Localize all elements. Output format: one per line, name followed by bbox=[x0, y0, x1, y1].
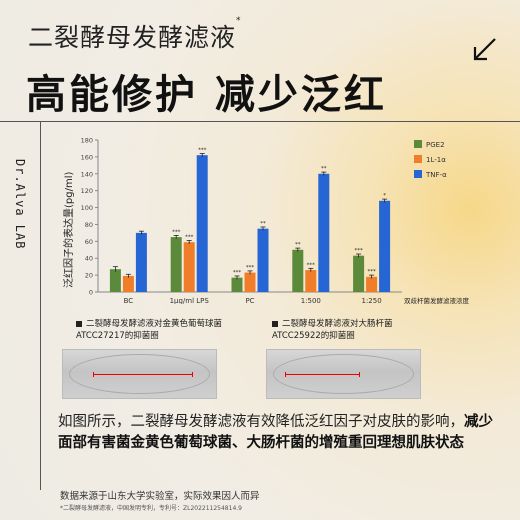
line-end-right bbox=[359, 372, 360, 377]
description-bold: 减少面部有害菌金黄色葡萄球菌、大肠杆菌的增殖重回理想肌肤状态 bbox=[58, 414, 493, 451]
line-end-left bbox=[93, 372, 94, 377]
x-tick-label: 1μg/ml LPS bbox=[170, 297, 210, 304]
description-normal: 如图所示，二裂酵母发酵滤液有效降低泛红因子对皮肤的影响， bbox=[58, 414, 464, 430]
bar bbox=[135, 232, 147, 292]
bar bbox=[366, 276, 378, 292]
footer-source: 数据来源于山东大学实验室，实际效果因人而异 bbox=[60, 491, 260, 502]
bar bbox=[183, 242, 195, 292]
significance-mark: *** bbox=[185, 234, 194, 240]
subtitle-asterisk: * bbox=[236, 16, 242, 26]
caption-left-line1: 二裂酵母发酵滤液对金黄色葡萄球菌 bbox=[76, 318, 222, 330]
significance-mark: ** bbox=[321, 166, 327, 172]
caption-left: 二裂酵母发酵滤液对金黄色葡萄球菌 ATCC27217的抑菌圈 bbox=[76, 318, 222, 342]
divider-horizontal bbox=[0, 121, 520, 122]
x-tick-label: 1:250 bbox=[362, 297, 382, 304]
y-tick-label: 140 bbox=[81, 170, 93, 178]
legend-label: PGE2 bbox=[426, 141, 445, 149]
bar bbox=[109, 269, 121, 292]
arrow-down-left-icon[interactable] bbox=[472, 36, 498, 62]
caption-left-line2: ATCC27217的抑菌圈 bbox=[76, 331, 159, 341]
line-end-right bbox=[192, 372, 193, 377]
legend-swatch bbox=[414, 155, 422, 163]
inhibition-zone-line bbox=[285, 374, 360, 375]
brand-vertical: Dr.Alva LAB bbox=[13, 159, 27, 249]
dish-rim bbox=[69, 354, 210, 394]
caption-right-line1: 二裂酵母发酵滤液对大肠杆菌 bbox=[272, 318, 393, 330]
y-tick-label: 100 bbox=[81, 204, 93, 212]
bar bbox=[122, 275, 134, 292]
x-tick-label: PC bbox=[245, 297, 254, 304]
significance-mark: * bbox=[383, 193, 386, 199]
bar bbox=[244, 272, 256, 292]
petri-dish-photo-left bbox=[62, 349, 217, 399]
bar bbox=[318, 173, 330, 292]
bar bbox=[292, 249, 304, 292]
legend-label: 1L-1α bbox=[426, 156, 446, 164]
line-end-left bbox=[285, 372, 286, 377]
dish-rim bbox=[273, 354, 414, 394]
page-title: 高能修护 减少泛红 bbox=[26, 72, 387, 118]
significance-mark: *** bbox=[367, 269, 376, 275]
x-tick-label: BC bbox=[124, 297, 134, 304]
divider-vertical bbox=[40, 121, 41, 490]
bar bbox=[231, 277, 243, 292]
bar bbox=[305, 270, 317, 292]
legend-label: TNF-α bbox=[425, 171, 447, 179]
caption-right: 二裂酵母发酵滤液对大肠杆菌 ATCC25922的抑菌圈 bbox=[272, 318, 393, 342]
y-axis-label-text: 泛红因子的表达量(pg/ml) bbox=[62, 172, 75, 288]
x-tick-label: 1:500 bbox=[301, 297, 321, 304]
significance-mark: *** bbox=[354, 248, 363, 254]
y-axis-label: 泛红因子的表达量(pg/ml) bbox=[62, 172, 75, 288]
caption-right-line1-text: 二裂酵母发酵滤液对大肠杆菌 bbox=[282, 319, 393, 329]
legend-swatch bbox=[414, 140, 422, 148]
x-axis-label: 双歧杆菌发酵滤液浓度 bbox=[404, 296, 470, 304]
bar bbox=[170, 237, 182, 292]
footer-patent: *二裂酵母发酵滤液，中国发明专利，专利号：ZL202211254814.9 bbox=[60, 505, 242, 512]
bullet-square-icon bbox=[272, 320, 278, 327]
significance-mark: ** bbox=[295, 242, 301, 248]
bar bbox=[257, 228, 269, 292]
significance-mark: *** bbox=[307, 262, 316, 268]
bar bbox=[379, 200, 391, 292]
bullet-square-icon bbox=[76, 320, 82, 327]
significance-mark: *** bbox=[233, 270, 242, 276]
y-tick-label: 160 bbox=[81, 153, 93, 161]
petri-dish-photo-right bbox=[266, 349, 421, 399]
bar bbox=[353, 255, 365, 292]
description-paragraph: 如图所示，二裂酵母发酵滤液有效降低泛红因子对皮肤的影响，减少面部有害菌金黄色葡萄… bbox=[58, 412, 498, 454]
legend-swatch bbox=[414, 170, 422, 178]
y-tick-label: 60 bbox=[85, 238, 93, 246]
y-tick-label: 0 bbox=[89, 289, 93, 297]
inhibition-zone-line bbox=[93, 374, 193, 375]
significance-mark: *** bbox=[246, 265, 255, 271]
significance-mark: *** bbox=[172, 229, 181, 235]
y-tick-label: 20 bbox=[85, 272, 93, 280]
significance-mark: ** bbox=[260, 221, 266, 227]
caption-left-line1-text: 二裂酵母发酵滤液对金黄色葡萄球菌 bbox=[86, 319, 223, 329]
significance-mark: *** bbox=[198, 148, 207, 154]
caption-right-line2: ATCC25922的抑菌圈 bbox=[272, 331, 355, 341]
subtitle-text: 二裂酵母发酵滤液 bbox=[28, 23, 237, 52]
y-tick-label: 80 bbox=[85, 221, 93, 229]
bar bbox=[196, 155, 208, 292]
y-tick-label: 180 bbox=[81, 137, 93, 145]
y-tick-label: 40 bbox=[85, 255, 93, 263]
y-tick-label: 120 bbox=[81, 187, 93, 195]
brand-text: Dr.Alva LAB bbox=[13, 159, 27, 249]
subtitle: 二裂酵母发酵滤液* bbox=[28, 16, 242, 54]
